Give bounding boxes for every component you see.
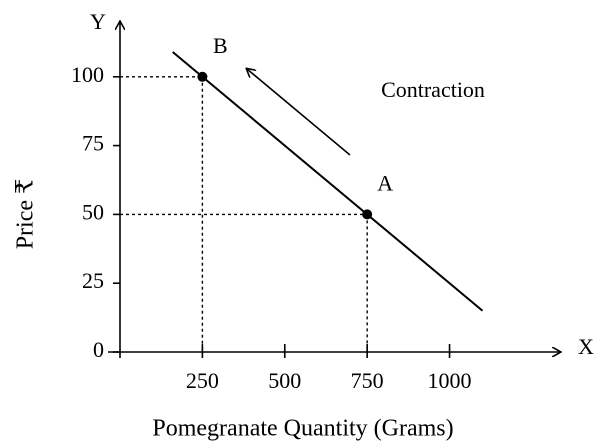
y-tick-label: 25 xyxy=(82,268,104,293)
y-tick-label: 75 xyxy=(82,131,104,156)
point-label: B xyxy=(213,33,228,58)
point xyxy=(197,71,208,82)
y-tick-label: 0 xyxy=(93,337,104,362)
x-axis-title: Pomegranate Quantity (Grams) xyxy=(152,416,453,442)
x-axis-name: X xyxy=(578,334,594,359)
x-tick-label: 750 xyxy=(351,368,384,393)
point-label: A xyxy=(377,170,393,195)
x-tick-label: 250 xyxy=(186,368,219,393)
y-tick-label: 100 xyxy=(71,62,104,87)
y-axis-title: Price ₹ xyxy=(13,179,39,250)
y-tick-label: 50 xyxy=(82,199,104,224)
direction-arrow xyxy=(247,69,351,156)
x-tick-label: 1000 xyxy=(428,368,472,393)
annotation: Contraction xyxy=(381,77,485,102)
demand-line xyxy=(172,51,484,312)
point xyxy=(362,209,373,220)
y-axis-name: Y xyxy=(90,9,106,34)
x-tick-label: 500 xyxy=(268,368,301,393)
